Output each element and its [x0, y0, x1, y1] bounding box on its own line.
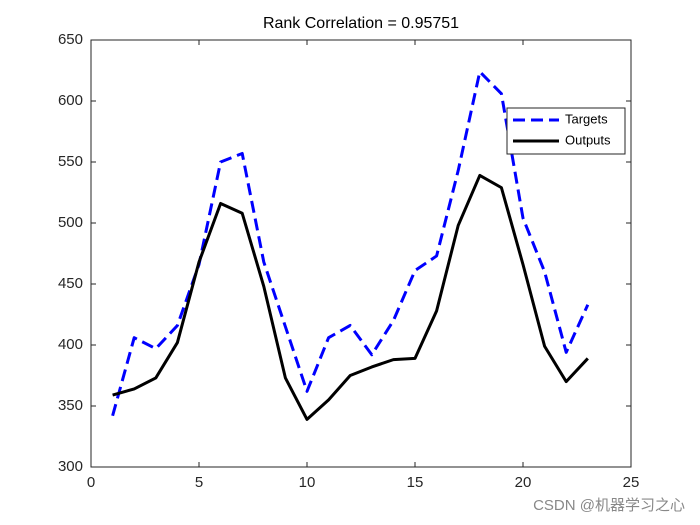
y-tick-label: 350	[58, 397, 83, 414]
y-tick-label: 650	[58, 31, 83, 48]
chart-title: Rank Correlation = 0.95751	[263, 15, 459, 32]
y-tick-label: 550	[58, 153, 83, 170]
x-tick-label: 20	[515, 474, 532, 491]
y-tick-label: 400	[58, 336, 83, 353]
y-tick-label: 450	[58, 275, 83, 292]
plot-area	[90, 39, 632, 468]
x-tick-label: 0	[87, 474, 95, 491]
legend-box	[506, 107, 626, 155]
legend-label: Outputs	[565, 132, 611, 147]
watermark: CSDN @机器学习之心	[533, 497, 685, 514]
x-tick-label: 15	[407, 474, 424, 491]
legend-label: Targets	[565, 111, 608, 126]
legend: Targets Outputs	[506, 107, 626, 155]
x-tick-label: 25	[623, 474, 640, 491]
y-tick-label: 300	[58, 458, 83, 475]
y-tick-label: 600	[58, 92, 83, 109]
data-line	[112, 173, 589, 421]
y-tick-label: 500	[58, 214, 83, 231]
x-tick-label: 10	[299, 474, 316, 491]
x-tick-label: 5	[195, 474, 203, 491]
